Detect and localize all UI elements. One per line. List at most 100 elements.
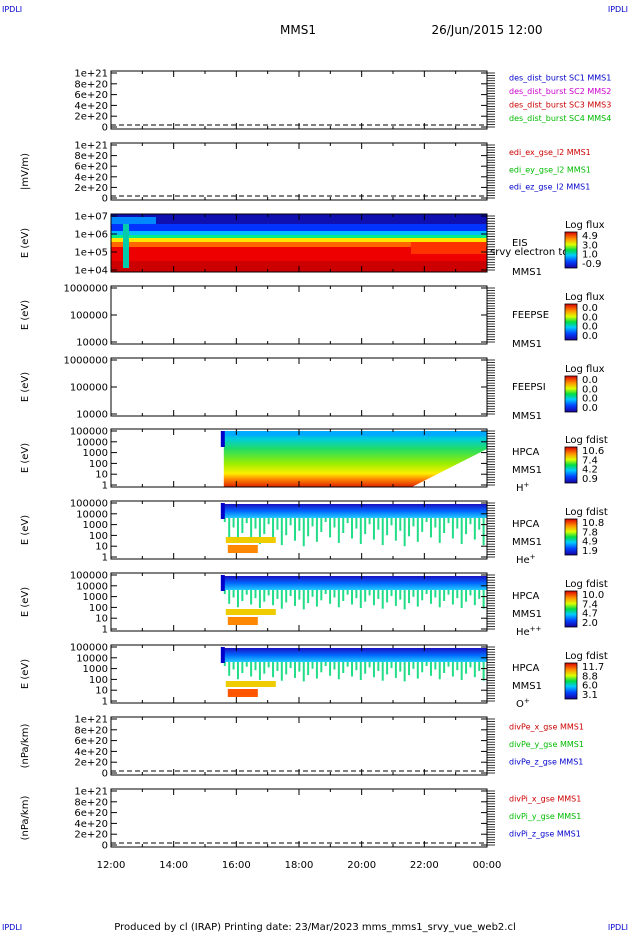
hpca-speck xyxy=(315,590,318,607)
hpca-speck xyxy=(311,590,314,597)
colorbar-title: Log fdist xyxy=(565,507,608,518)
hpca-speck xyxy=(447,518,450,524)
hpca-speck xyxy=(473,590,476,606)
y-axis-label: |mV/m) xyxy=(20,153,31,190)
hpca-speck xyxy=(372,518,375,540)
eis-band xyxy=(111,231,487,235)
plot-title: MMS1 xyxy=(280,23,316,37)
y-tick-label: 8e+20 xyxy=(74,797,108,808)
panel-frame xyxy=(110,788,488,848)
hpca-speck xyxy=(250,662,253,677)
hpca-speck xyxy=(298,518,301,531)
hpca-speck xyxy=(355,518,358,529)
hpca-speck xyxy=(359,662,362,680)
y-axis-label: E (eV) xyxy=(20,659,31,689)
y-tick-label: 8e+20 xyxy=(74,725,108,736)
colorbar-title: Log flux xyxy=(565,220,605,231)
hpca-speck xyxy=(241,662,244,673)
hpca-speck xyxy=(416,662,419,679)
hpca_he-band xyxy=(223,504,487,518)
hpca-speck xyxy=(403,662,406,682)
hpca-speck xyxy=(329,662,332,676)
hpca-h-topband xyxy=(223,431,487,436)
legend-entry: des_dist_burst SC1 MMS1 xyxy=(509,73,611,82)
hpca-speck xyxy=(337,662,340,680)
x-tick-label: 20:00 xyxy=(347,860,376,871)
hpca-h-gap xyxy=(411,449,487,487)
hpca-speck xyxy=(390,662,393,669)
hpca-speck xyxy=(263,518,266,535)
hpca-speck xyxy=(394,590,397,606)
y-tick-label: 1 xyxy=(102,553,108,564)
hpca-speck xyxy=(280,590,283,609)
hpca-speck xyxy=(443,518,446,533)
y-tick-label: 100 xyxy=(89,531,108,542)
hpca-speck xyxy=(289,518,292,526)
hpca-speck xyxy=(254,590,257,599)
hpca-speck xyxy=(232,662,235,670)
hpca-speck xyxy=(307,662,310,676)
hpca-speck xyxy=(241,518,244,533)
hpca-speck xyxy=(276,590,279,599)
hpca-speck xyxy=(456,590,459,599)
hpca-onset xyxy=(220,575,225,591)
y-tick-label: 4e+20 xyxy=(74,172,108,183)
y-axis-label: E (eV) xyxy=(20,443,31,473)
legend-entry: divPe_z_gse MMS1 xyxy=(509,757,583,766)
hpca-speck xyxy=(403,590,406,610)
eis-band xyxy=(111,235,487,238)
colorbar-value: 1.0 xyxy=(582,250,598,261)
hpca-speck xyxy=(351,518,354,539)
y-tick-label: 4e+20 xyxy=(74,101,108,112)
hpca-speck xyxy=(416,590,419,607)
hpca-speck xyxy=(241,590,244,601)
instrument-label: HPCA xyxy=(512,519,540,530)
hpca-speck xyxy=(386,662,389,675)
hpca-speck xyxy=(412,518,415,527)
hpca-speck xyxy=(425,590,428,594)
hpca-speck xyxy=(223,590,226,594)
hpca-speck xyxy=(263,662,266,674)
hpca-speck xyxy=(272,662,275,678)
hpca-speck xyxy=(267,590,270,596)
hpca-speck xyxy=(381,590,384,609)
hpca-speck xyxy=(473,662,476,678)
panel-feepsi: 1000000 100000 10000 E (eV) FEEPSI MMS1 Log fl… xyxy=(20,356,605,423)
y-tick-label: 1000 xyxy=(83,520,108,531)
eis-late-patch xyxy=(411,242,486,254)
colorbar-value: 4.9 xyxy=(582,537,598,548)
instrument-label: HPCA xyxy=(512,447,540,458)
hpca-speck xyxy=(355,590,358,599)
colorbar-value: 10.6 xyxy=(582,446,604,457)
y-axis-label: E (eV) xyxy=(20,515,31,545)
colorbar-value: 1.9 xyxy=(582,546,598,557)
hpca-speck xyxy=(245,662,248,667)
colorbar-value: 4.7 xyxy=(582,609,598,620)
hpca-speck xyxy=(346,590,349,595)
hpca-speck xyxy=(456,518,459,529)
hpca-speck xyxy=(236,518,239,543)
hpca_o-spectrogram xyxy=(220,647,487,697)
instrument-label: HPCA xyxy=(512,591,540,602)
hpca-speck xyxy=(267,518,270,525)
footer-credit: Produced by cl (IRAP) Printing date: 23/… xyxy=(114,922,515,933)
spacecraft-label: MMS1 xyxy=(512,411,542,422)
y-tick-label: 1 xyxy=(102,481,108,492)
hpca_hepp-spectrogram xyxy=(220,575,487,625)
overlay-text: srvy electron tof xyxy=(490,247,572,258)
colorbar-value: 7.8 xyxy=(582,527,598,538)
hpca-speck xyxy=(386,518,389,536)
y-tick-label: 10000 xyxy=(76,509,108,520)
hpca-onset xyxy=(220,431,225,447)
hpca-speck xyxy=(307,518,310,537)
colorbar xyxy=(564,303,578,341)
hpca-speck xyxy=(412,590,415,597)
x-tick-label: 14:00 xyxy=(159,860,188,871)
plot-datetime: 26/Jun/2015 12:00 xyxy=(431,23,542,37)
colorbar xyxy=(564,590,578,628)
y-tick-label: 2e+20 xyxy=(74,830,108,841)
hpca-speck xyxy=(473,518,476,540)
colorbar-value: 7.4 xyxy=(582,599,598,610)
eis-band xyxy=(111,224,487,231)
